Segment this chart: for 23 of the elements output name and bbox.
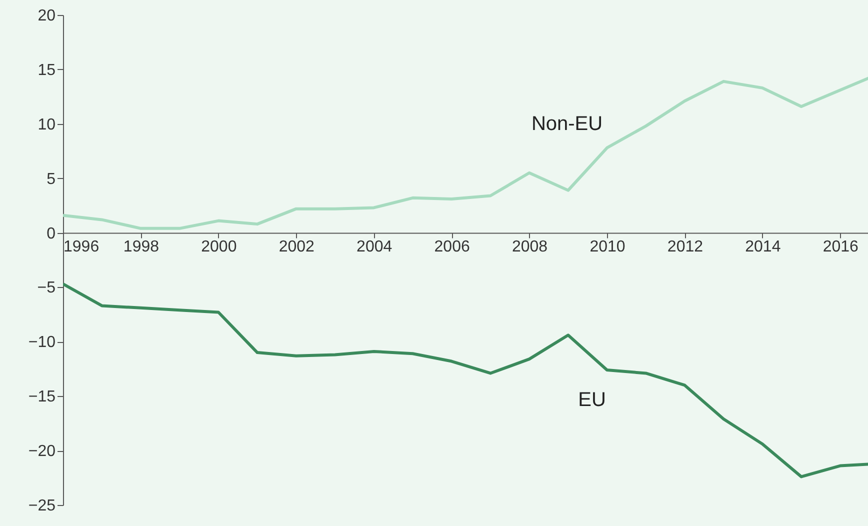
y-tick-label: −5 bbox=[37, 280, 56, 297]
x-tick-label: 2000 bbox=[201, 238, 237, 256]
x-tick-label: 1996 bbox=[64, 238, 100, 256]
x-tick-label: 2016 bbox=[822, 238, 859, 256]
x-tick-label: 2010 bbox=[590, 238, 626, 256]
x-tick-label: 2008 bbox=[512, 238, 548, 256]
y-tick-label: −20 bbox=[28, 443, 56, 460]
y-tick-label: 15 bbox=[38, 62, 56, 79]
y-tick-label: −25 bbox=[28, 498, 56, 514]
x-tick-label: 2006 bbox=[434, 238, 470, 256]
x-tick-label: 2004 bbox=[356, 238, 392, 256]
series-label: EU bbox=[578, 388, 606, 411]
y-tick-label: 5 bbox=[46, 170, 56, 188]
y-tick-label: 20 bbox=[38, 8, 56, 24]
x-tick-label: 2002 bbox=[278, 238, 315, 256]
x-tick-label: 2012 bbox=[667, 238, 704, 256]
y-tick-label: 10 bbox=[38, 116, 56, 134]
x-tick-label: 1998 bbox=[123, 238, 160, 256]
y-tick-label: 0 bbox=[46, 225, 56, 242]
series-label: Non-EU bbox=[531, 112, 603, 135]
y-tick-label: −15 bbox=[28, 388, 56, 406]
x-tick-label: 2014 bbox=[745, 238, 781, 256]
y-tick-label: −10 bbox=[28, 334, 56, 352]
